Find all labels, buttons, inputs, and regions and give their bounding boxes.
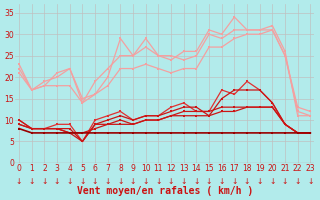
Text: ↓: ↓ — [219, 177, 225, 186]
Text: ↓: ↓ — [180, 177, 187, 186]
Text: ↓: ↓ — [117, 177, 124, 186]
Text: ↓: ↓ — [244, 177, 250, 186]
Text: ↓: ↓ — [54, 177, 60, 186]
Text: ↓: ↓ — [28, 177, 35, 186]
Text: ↓: ↓ — [41, 177, 48, 186]
Text: ↓: ↓ — [168, 177, 174, 186]
Text: ↓: ↓ — [294, 177, 301, 186]
Text: ↓: ↓ — [282, 177, 288, 186]
Text: ↓: ↓ — [193, 177, 200, 186]
Text: ↓: ↓ — [206, 177, 212, 186]
Text: ↓: ↓ — [155, 177, 162, 186]
Text: ↓: ↓ — [67, 177, 73, 186]
Text: ↓: ↓ — [307, 177, 314, 186]
Text: ↓: ↓ — [231, 177, 237, 186]
Text: ↓: ↓ — [16, 177, 22, 186]
Text: ↓: ↓ — [142, 177, 149, 186]
Text: ↓: ↓ — [257, 177, 263, 186]
Text: ↓: ↓ — [79, 177, 86, 186]
X-axis label: Vent moyen/en rafales ( km/h ): Vent moyen/en rafales ( km/h ) — [76, 186, 253, 196]
Text: ↓: ↓ — [92, 177, 98, 186]
Text: ↓: ↓ — [105, 177, 111, 186]
Text: ↓: ↓ — [130, 177, 136, 186]
Text: ↓: ↓ — [269, 177, 276, 186]
